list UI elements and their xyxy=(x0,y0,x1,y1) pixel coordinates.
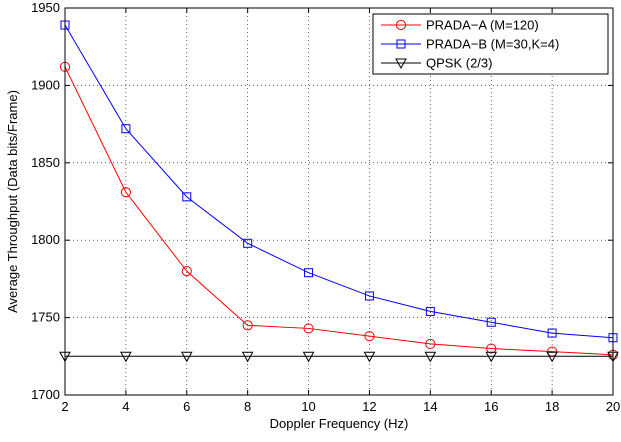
data-point xyxy=(120,187,131,198)
legend-sample-2 xyxy=(381,39,421,49)
legend-sample-3 xyxy=(381,58,421,70)
x-tick-label: 14 xyxy=(423,399,437,414)
series-2 xyxy=(60,20,618,343)
x-tick-label: 20 xyxy=(606,399,620,414)
data-point xyxy=(425,338,436,350)
data-point xyxy=(486,317,496,327)
data-point xyxy=(180,351,193,363)
x-tick-label: 12 xyxy=(362,399,376,414)
legend-entry-1: PRADA−A (M=120) xyxy=(381,18,539,33)
y-tick-label: 1800 xyxy=(31,232,60,247)
data-point xyxy=(363,351,376,363)
series-layer xyxy=(59,20,619,363)
legend-marker xyxy=(395,58,407,70)
data-point xyxy=(120,351,132,363)
y-tick-label: 1950 xyxy=(31,0,60,15)
data-point xyxy=(485,351,498,363)
x-tick-label: 10 xyxy=(301,399,315,414)
series-line xyxy=(64,66,614,356)
data-point xyxy=(121,124,131,134)
legend-sample-1 xyxy=(381,19,421,31)
legend-label-1: PRADA−A (M=120) xyxy=(426,18,539,33)
data-point xyxy=(241,351,254,363)
data-point xyxy=(424,351,437,363)
ticks-layer: 2 4 6 8 10 12 14 16 18 20 1700 1750 1800 1850 1900 1950 xyxy=(31,0,620,414)
data-point xyxy=(425,306,435,316)
data-point xyxy=(243,238,253,248)
y-axis-label: Average Throughput (Data bits/Frame) xyxy=(5,90,20,313)
data-point xyxy=(546,351,558,363)
legend-entry-3: QPSK (2/3) xyxy=(381,56,492,71)
legend-marker xyxy=(396,39,406,49)
y-tick-label: 1750 xyxy=(31,310,60,325)
x-axis-label: Doppler Frequency (Hz) xyxy=(270,416,409,431)
data-point xyxy=(303,323,314,334)
legend: PRADA−A (M=120) PRADA−B (M=30,K=4) QPSK … xyxy=(372,13,609,75)
legend-marker xyxy=(395,19,407,31)
series-line xyxy=(64,24,614,339)
x-tick-label: 2 xyxy=(61,399,68,414)
legend-entry-2: PRADA−B (M=30,K=4) xyxy=(381,37,559,52)
legend-label-3: QPSK (2/3) xyxy=(426,56,492,71)
data-point xyxy=(302,351,315,363)
x-tick-label: 16 xyxy=(484,399,498,414)
data-point xyxy=(242,320,253,331)
data-point xyxy=(304,268,314,278)
y-tick-label: 1900 xyxy=(31,77,60,92)
x-tick-label: 4 xyxy=(122,399,129,414)
plot-frame xyxy=(64,7,614,396)
series-1 xyxy=(59,61,619,360)
x-tick-label: 6 xyxy=(183,399,190,414)
x-tick-label: 18 xyxy=(545,399,559,414)
data-point xyxy=(364,291,374,301)
x-tick-label: 8 xyxy=(244,399,251,414)
data-point xyxy=(364,331,375,342)
data-point xyxy=(182,192,192,202)
y-tick-label: 1850 xyxy=(31,155,60,170)
legend-label-2: PRADA−B (M=30,K=4) xyxy=(426,37,559,52)
data-point xyxy=(181,266,192,277)
y-tick-label: 1700 xyxy=(31,387,60,402)
data-point xyxy=(486,343,497,354)
data-point xyxy=(547,328,557,338)
